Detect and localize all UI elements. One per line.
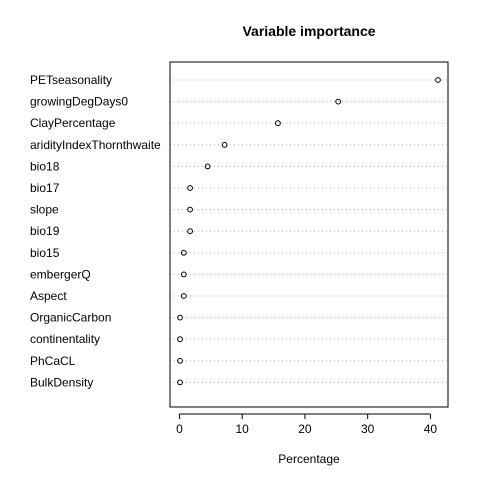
data-point [180, 293, 187, 299]
data-points [177, 77, 441, 386]
category-label: aridityIndexThornthwaite [30, 138, 161, 152]
chart-title: Variable importance [242, 23, 375, 39]
category-label: embergerQ [30, 267, 91, 281]
x-tick-label: 10 [235, 422, 249, 436]
data-point [177, 357, 183, 364]
category-label: growingDegDays0 [30, 95, 128, 109]
data-point [187, 228, 193, 235]
category-label: PETseasonality [30, 73, 112, 87]
category-label: Aspect [30, 289, 67, 303]
category-label: slope [30, 203, 59, 217]
category-label: bio15 [30, 246, 60, 260]
x-tick-label: 30 [361, 422, 375, 436]
data-point [187, 206, 193, 213]
category-label: PhCaCL [30, 354, 76, 368]
data-point [180, 249, 187, 256]
category-label: bio18 [30, 159, 60, 173]
x-tick-label: 40 [424, 422, 438, 436]
data-point [177, 314, 183, 321]
category-labels: PETseasonality growingDegDays0 ClayPercent… [30, 73, 161, 389]
data-point [177, 336, 183, 343]
data-point [275, 120, 281, 127]
data-point [204, 163, 211, 170]
data-point [177, 379, 183, 386]
category-label: bio19 [30, 224, 60, 238]
x-axis: 0 10 20 30 40 [176, 413, 438, 436]
category-label: continentality [30, 332, 100, 346]
data-point [221, 141, 228, 148]
data-point [335, 98, 342, 105]
category-label: OrganicCarbon [30, 311, 111, 325]
category-label: BulkDensity [30, 375, 93, 389]
plot-frame [169, 61, 449, 408]
data-point [187, 185, 193, 191]
data-point [180, 271, 187, 278]
data-point [435, 77, 441, 83]
x-tick-label: 20 [298, 422, 312, 436]
x-axis-label: Percentage [278, 452, 340, 466]
category-label: bio17 [30, 181, 60, 195]
x-tick-label: 0 [176, 422, 183, 436]
category-label: ClayPercentage [30, 116, 116, 130]
